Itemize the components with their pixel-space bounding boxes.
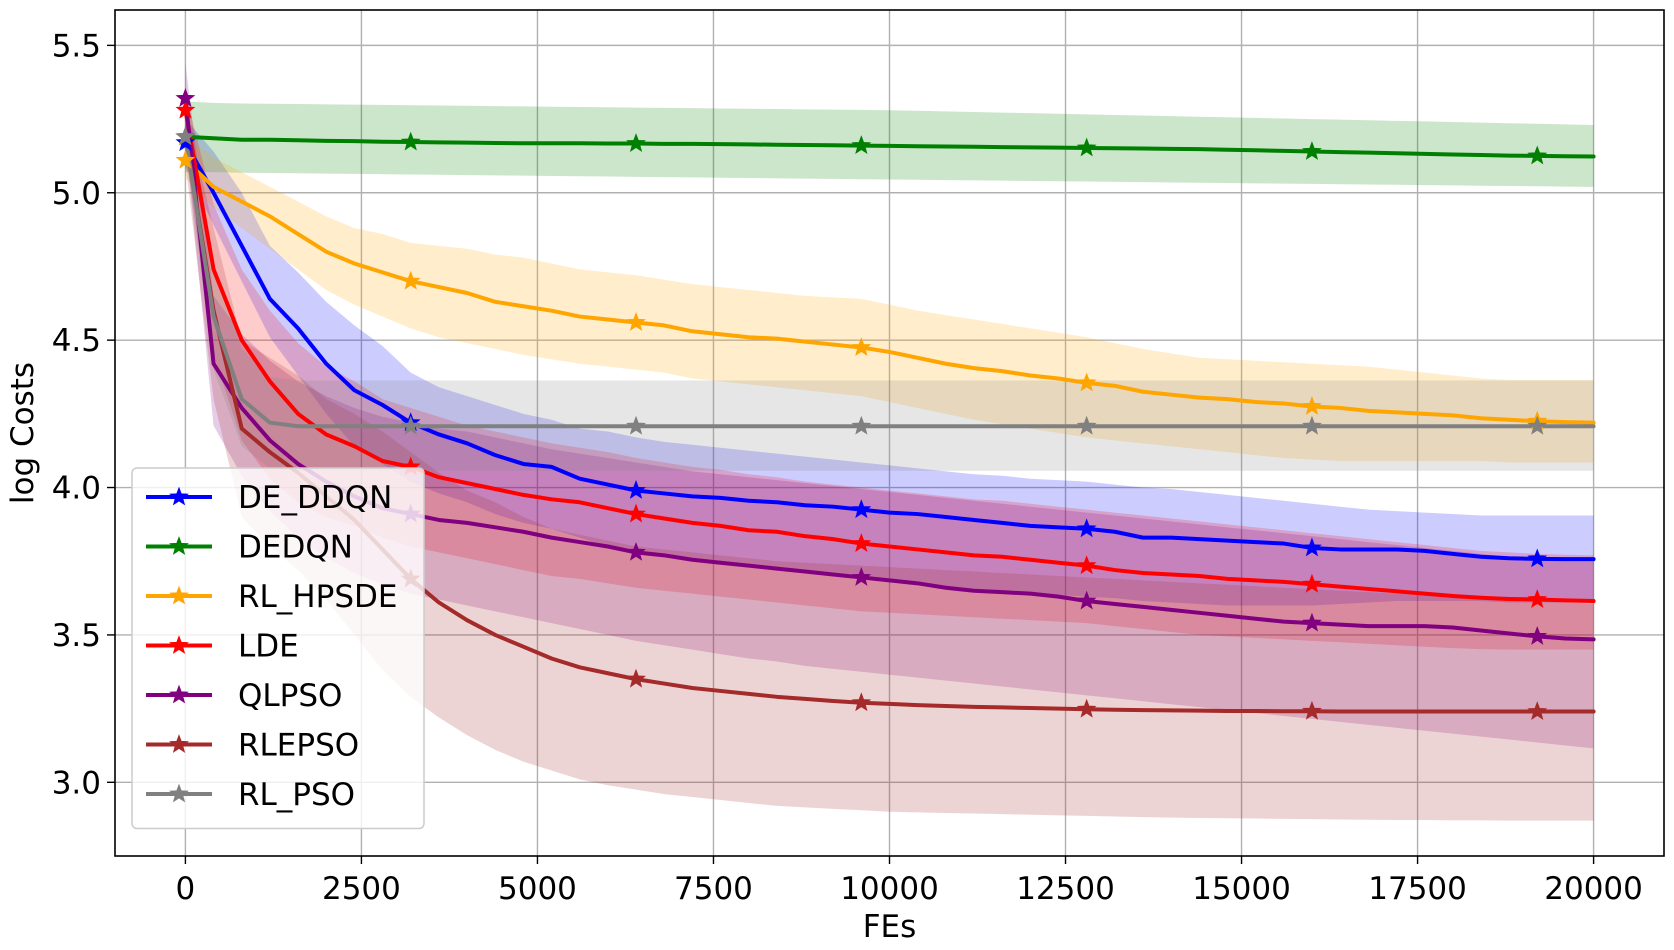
star-marker xyxy=(1076,555,1097,575)
legend-item: DE_DDQN xyxy=(146,480,392,516)
band-de-ddqn xyxy=(185,119,1594,606)
legend-label: RL_PSO xyxy=(238,777,355,813)
star-marker xyxy=(400,270,421,290)
legend-label: LDE xyxy=(238,629,299,665)
star-marker xyxy=(851,499,872,519)
legend-star-icon xyxy=(169,635,189,654)
star-marker xyxy=(400,131,421,151)
star-marker xyxy=(175,99,196,119)
series-markers xyxy=(175,88,1548,720)
star-marker xyxy=(1527,625,1548,645)
legend-label: RLEPSO xyxy=(238,728,359,764)
y-tick-label: 4.0 xyxy=(52,471,101,507)
legend-star-icon xyxy=(169,486,189,506)
legend-label: QLPSO xyxy=(238,678,342,714)
x-tick-label: 2500 xyxy=(322,871,401,907)
star-marker xyxy=(626,415,646,435)
y-tick-label: 5.5 xyxy=(52,28,101,64)
legend-star-icon xyxy=(169,536,189,555)
star-marker xyxy=(626,480,646,499)
y-tick-label: 3.5 xyxy=(52,618,101,654)
legend-item: DEDQN xyxy=(146,530,353,566)
legend-label: DEDQN xyxy=(238,530,353,566)
star-marker xyxy=(1302,537,1322,557)
x-tick-label: 12500 xyxy=(1016,871,1115,907)
series-line-dedqn xyxy=(183,134,1596,159)
star-marker xyxy=(1527,589,1548,608)
star-marker xyxy=(1527,415,1548,435)
star-marker xyxy=(1302,396,1322,415)
x-tick-label: 0 xyxy=(176,871,196,907)
band-qlpso xyxy=(185,63,1594,749)
star-marker xyxy=(1076,518,1097,538)
x-axis-ticks: 0 2500 5000 7500 10000 12500 15000 17500 20000 xyxy=(176,856,1643,907)
star-marker xyxy=(175,132,196,152)
star-marker xyxy=(1302,573,1322,593)
band-rl-hpsde xyxy=(185,136,1594,463)
series-line-rl-pso xyxy=(183,134,1596,429)
legend-star-icon xyxy=(169,684,189,704)
band-rlepso xyxy=(185,110,1594,821)
legend-item: RL_PSO xyxy=(146,777,355,813)
star-marker xyxy=(1302,415,1322,435)
star-marker xyxy=(851,337,872,356)
star-marker xyxy=(626,312,646,331)
legend-label: RL_HPSDE xyxy=(238,579,397,615)
star-marker xyxy=(851,567,872,586)
star-marker xyxy=(1076,137,1097,157)
star-marker xyxy=(175,126,196,146)
star-marker xyxy=(626,541,646,561)
y-tick-label: 4.5 xyxy=(52,323,101,359)
y-axis-label: log Costs xyxy=(5,362,41,504)
y-tick-label: 5.0 xyxy=(52,176,101,212)
legend-item: RLEPSO xyxy=(146,728,359,764)
star-marker xyxy=(175,88,196,107)
star-marker xyxy=(851,692,872,712)
band-rl-pso xyxy=(185,124,1594,471)
star-marker xyxy=(1076,415,1097,435)
star-marker xyxy=(1302,700,1322,720)
star-marker xyxy=(1527,548,1548,568)
series-line-rl-hpsde xyxy=(183,158,1596,425)
x-axis-label: FEs xyxy=(863,909,917,945)
legend: DE_DDQN DEDQN RL_HPSDE LDE QLPSO RLEPSO RL_PSO xyxy=(131,467,425,830)
legend-item: RL_HPSDE xyxy=(146,579,397,615)
legend-label: DE_DDQN xyxy=(238,480,392,516)
star-marker xyxy=(626,668,646,688)
star-marker xyxy=(1076,590,1097,610)
star-marker xyxy=(1527,701,1548,720)
x-tick-label: 15000 xyxy=(1192,871,1291,907)
legend-star-icon xyxy=(169,734,189,753)
confidence-bands xyxy=(185,63,1594,821)
legend-star-icon xyxy=(169,585,189,605)
star-marker xyxy=(175,149,196,169)
star-marker xyxy=(400,415,421,435)
legend-star-icon xyxy=(169,783,189,803)
star-marker xyxy=(1527,145,1548,165)
x-tick-label: 20000 xyxy=(1544,871,1643,907)
legend-item: LDE xyxy=(146,629,299,665)
legend-item: QLPSO xyxy=(146,678,342,714)
star-marker xyxy=(1302,141,1322,160)
star-marker xyxy=(626,133,646,152)
x-tick-label: 7500 xyxy=(674,871,753,907)
band-lde xyxy=(185,92,1594,650)
x-tick-label: 5000 xyxy=(498,871,577,907)
star-marker xyxy=(1302,612,1322,632)
star-marker xyxy=(1076,372,1097,392)
x-tick-label: 17500 xyxy=(1368,871,1467,907)
star-marker xyxy=(626,503,646,523)
star-marker xyxy=(851,415,872,435)
y-tick-label: 3.0 xyxy=(52,765,101,801)
star-marker xyxy=(851,533,872,552)
x-tick-label: 10000 xyxy=(840,871,939,907)
y-axis-ticks: 3.0 3.5 4.0 4.5 5.0 5.5 xyxy=(52,28,115,801)
star-marker xyxy=(851,135,872,155)
star-marker xyxy=(1076,698,1097,718)
legend-box xyxy=(131,467,425,830)
